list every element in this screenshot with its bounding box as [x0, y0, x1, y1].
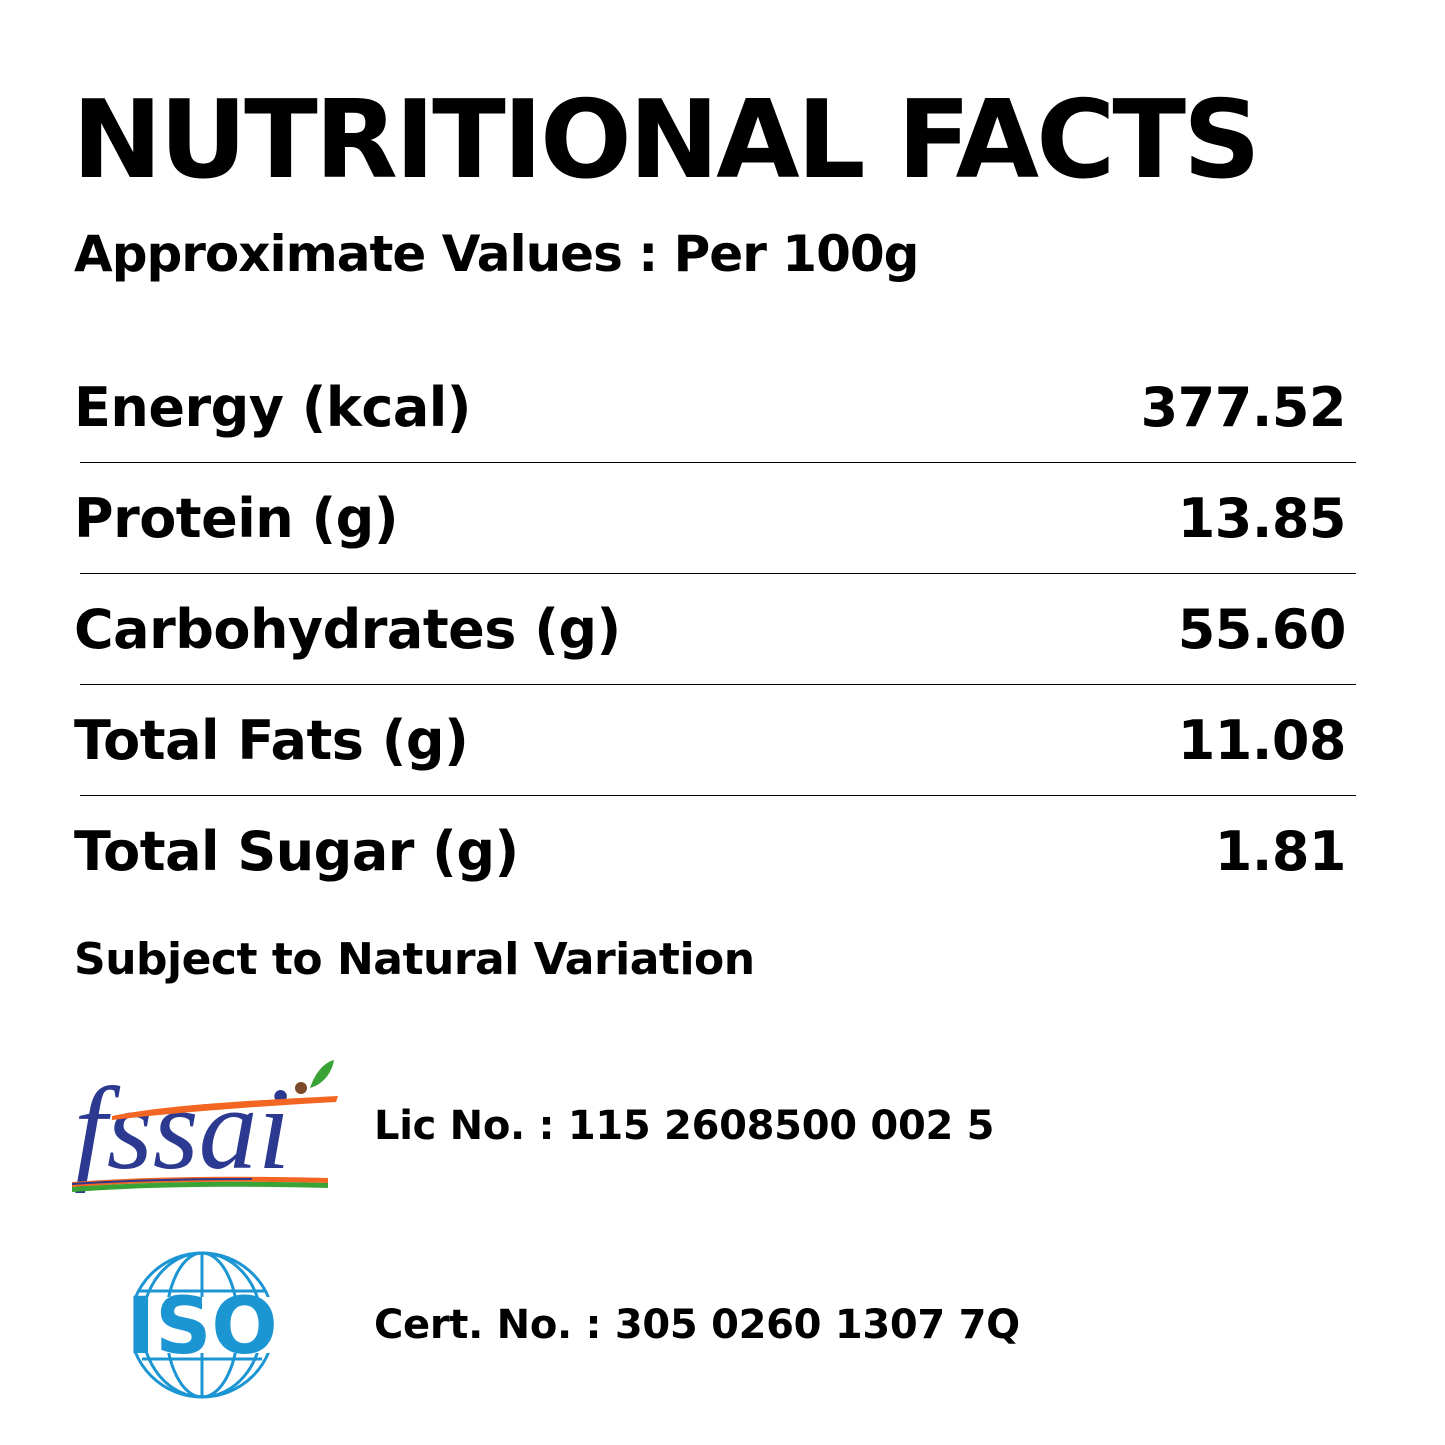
iso-logo-text: ISO — [126, 1282, 278, 1372]
nutrition-row-energy: Energy (kcal) 377.52 — [74, 352, 1356, 463]
nutrient-label: Total Fats (g) — [74, 708, 469, 772]
nutrient-value: 13.85 — [1177, 486, 1347, 550]
nutrient-label: Carbohydrates (g) — [74, 597, 621, 661]
nutrition-table: Energy (kcal) 377.52 Protein (g) 13.85 C… — [74, 352, 1356, 906]
nutrition-row-carbohydrates: Carbohydrates (g) 55.60 — [74, 574, 1356, 685]
nutrition-row-total-fats: Total Fats (g) 11.08 — [74, 685, 1356, 796]
nutrition-row-total-sugar: Total Sugar (g) 1.81 — [74, 796, 1356, 906]
fssai-certification: fssai Lic No. : 115 2608500 002 5 — [72, 1056, 994, 1196]
nutrient-value: 55.60 — [1177, 597, 1347, 661]
nutrition-row-protein: Protein (g) 13.85 — [74, 463, 1356, 574]
fssai-logo-icon: fssai — [72, 1060, 338, 1194]
page-title: NUTRITIONAL FACTS — [72, 78, 1261, 203]
variation-note: Subject to Natural Variation — [74, 934, 755, 985]
nutrient-value: 1.81 — [1214, 819, 1347, 883]
iso-certificate-number: Cert. No. : 305 0260 1307 7Q — [374, 1302, 1020, 1348]
fssai-logo-text: fssai — [74, 1063, 290, 1194]
iso-certification: ISO Cert. No. : 305 0260 1307 7Q — [72, 1245, 1020, 1405]
page-subtitle: Approximate Values : Per 100g — [74, 225, 919, 283]
iso-globe-icon: ISO — [108, 1251, 296, 1399]
nutrient-label: Protein (g) — [74, 486, 399, 550]
nutrient-label: Total Sugar (g) — [74, 819, 519, 883]
nutrient-label: Energy (kcal) — [74, 375, 471, 439]
fssai-license-number: Lic No. : 115 2608500 002 5 — [374, 1103, 995, 1149]
nutrient-value: 11.08 — [1177, 708, 1347, 772]
nutrient-value: 377.52 — [1140, 375, 1347, 439]
